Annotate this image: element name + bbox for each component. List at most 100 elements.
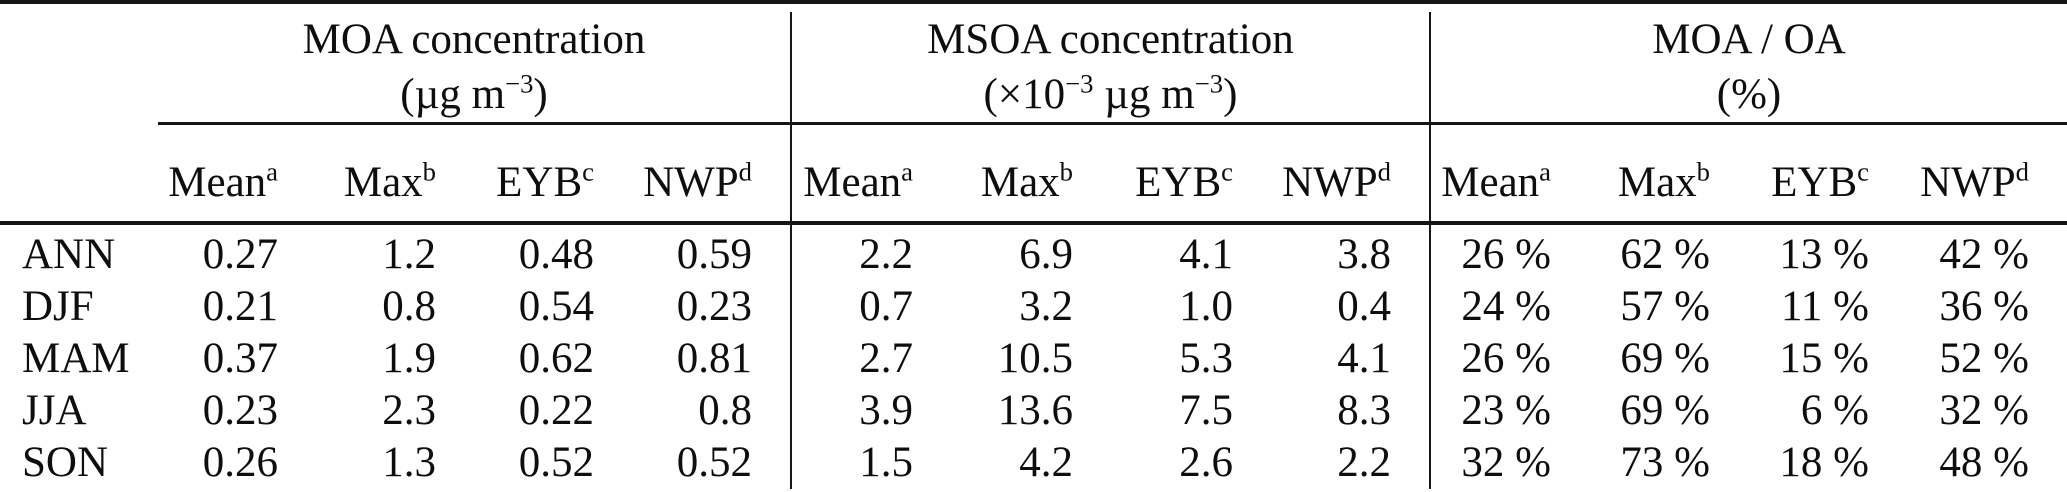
cell: 1.0 bbox=[1179, 283, 1233, 330]
footnote-marker: d bbox=[1377, 156, 1391, 187]
cell: 0.81 bbox=[676, 335, 752, 382]
cell: 4.1 bbox=[1179, 231, 1233, 278]
cell: 26 % bbox=[1429, 223, 1589, 281]
cell: 0.26 bbox=[202, 439, 278, 486]
cell: 48 % bbox=[1939, 439, 2029, 486]
footnote-marker: b bbox=[1696, 156, 1710, 187]
cell: 0.37 bbox=[202, 335, 278, 382]
cell: 0.23 bbox=[202, 387, 278, 434]
col-header-ratio-eyb: EYBc bbox=[1748, 123, 1907, 225]
cell: 0.8 bbox=[698, 387, 752, 434]
cell: 0.27 bbox=[202, 231, 278, 278]
cell: 26 % bbox=[1429, 333, 1589, 385]
footnote-marker: b bbox=[1059, 156, 1073, 187]
col-header-ratio-mean: Meana bbox=[1429, 123, 1589, 225]
cell: 4.2 bbox=[1019, 439, 1073, 486]
group-unit: (µg m−3) bbox=[400, 68, 548, 118]
footnote-marker: c bbox=[582, 156, 594, 187]
corner-cell bbox=[0, 12, 158, 124]
cell: 1.3 bbox=[382, 439, 436, 486]
cell: 57 % bbox=[1620, 283, 1710, 330]
cell: 24 % bbox=[1429, 281, 1589, 333]
column-header-row: Meana Maxb EYBc NWPd Meana Maxb EYBc NWP… bbox=[0, 123, 2067, 225]
col-header-moa-max: Maxb bbox=[316, 123, 474, 225]
group-header-moa-oa-ratio: MOA / OA (%) bbox=[1429, 12, 2067, 125]
cell: 36 % bbox=[1939, 283, 2029, 330]
footnote-marker: a bbox=[266, 156, 278, 187]
footnote-marker: d bbox=[738, 156, 752, 187]
cell: 1.9 bbox=[382, 335, 436, 382]
col-header-msoa-max: Maxb bbox=[951, 123, 1111, 225]
cell: 0.48 bbox=[518, 231, 594, 278]
cell: 0.52 bbox=[518, 439, 594, 486]
cell: 0.52 bbox=[676, 439, 752, 486]
row-label: MAM bbox=[22, 335, 130, 382]
group-header-row: MOA concentration (µg m−3) MSOA concentr… bbox=[0, 12, 2067, 125]
bottom-rule-gap bbox=[0, 489, 2067, 492]
footnote-marker: d bbox=[2015, 156, 2029, 187]
cell: 2.2 bbox=[790, 223, 951, 281]
cell: 1.2 bbox=[382, 231, 436, 278]
cell: 7.5 bbox=[1179, 387, 1233, 434]
table-row: ANN 0.27 1.2 0.48 0.59 2.2 6.9 4.1 3.8 2… bbox=[0, 223, 2067, 281]
cell: 3.9 bbox=[790, 385, 951, 437]
cell: 0.54 bbox=[518, 283, 594, 330]
cell: 6.9 bbox=[1019, 231, 1073, 278]
cell: 2.2 bbox=[1337, 439, 1391, 486]
cell: 10.5 bbox=[997, 335, 1073, 382]
cell: 13 % bbox=[1779, 231, 1869, 278]
cell: 0.22 bbox=[518, 387, 594, 434]
cell: 0.23 bbox=[676, 283, 752, 330]
footnote-marker: a bbox=[901, 156, 913, 187]
cell: 0.21 bbox=[202, 283, 278, 330]
table-row: SON 0.26 1.3 0.52 0.52 1.5 4.2 2.6 2.2 3… bbox=[0, 437, 2067, 489]
group-header-moa-concentration: MOA concentration (µg m−3) bbox=[158, 12, 791, 125]
col-header-moa-eyb: EYBc bbox=[474, 123, 632, 225]
col-header-moa-mean: Meana bbox=[158, 123, 316, 225]
cell: 0.7 bbox=[790, 281, 951, 333]
cell: 62 % bbox=[1620, 231, 1710, 278]
cell: 0.4 bbox=[1337, 283, 1391, 330]
cell: 3.8 bbox=[1337, 231, 1391, 278]
cell: 52 % bbox=[1939, 335, 2029, 382]
cell: 5.3 bbox=[1179, 335, 1233, 382]
cell: 2.7 bbox=[790, 333, 951, 385]
group-header-msoa-concentration: MSOA concentration (×10−3 µg m−3) bbox=[790, 12, 1430, 125]
table-row: MAM 0.37 1.9 0.62 0.81 2.7 10.5 5.3 4.1 … bbox=[0, 333, 2067, 385]
row-label: JJA bbox=[22, 387, 87, 434]
row-label: DJF bbox=[22, 283, 94, 330]
footnote-marker: a bbox=[1539, 156, 1551, 187]
group-title: MOA concentration bbox=[302, 16, 646, 63]
footnote-marker: c bbox=[1857, 156, 1869, 187]
cell: 23 % bbox=[1429, 385, 1589, 437]
group-title: MSOA concentration bbox=[927, 16, 1294, 63]
cell: 11 % bbox=[1781, 283, 1869, 330]
group-title: MOA / OA bbox=[1652, 16, 1846, 63]
top-rule-gap bbox=[0, 2, 2067, 12]
cell: 18 % bbox=[1779, 439, 1869, 486]
col-header-msoa-eyb: EYBc bbox=[1111, 123, 1271, 225]
footnote-marker: c bbox=[1221, 156, 1233, 187]
group-unit: (%) bbox=[1716, 71, 1782, 118]
cell: 73 % bbox=[1620, 439, 1710, 486]
cell: 69 % bbox=[1620, 387, 1710, 434]
cell: 69 % bbox=[1620, 335, 1710, 382]
cell: 3.2 bbox=[1019, 283, 1073, 330]
cell: 0.59 bbox=[676, 231, 752, 278]
row-label: ANN bbox=[22, 231, 116, 278]
table-row: DJF 0.21 0.8 0.54 0.23 0.7 3.2 1.0 0.4 2… bbox=[0, 281, 2067, 333]
col-header-msoa-mean: Meana bbox=[790, 123, 951, 225]
col-header-moa-nwp: NWPd bbox=[632, 123, 791, 225]
cell: 0.62 bbox=[518, 335, 594, 382]
cell: 4.1 bbox=[1337, 335, 1391, 382]
col-header-ratio-nwp: NWPd bbox=[1907, 123, 2067, 225]
table-row: JJA 0.23 2.3 0.22 0.8 3.9 13.6 7.5 8.3 2… bbox=[0, 385, 2067, 437]
cell: 13.6 bbox=[997, 387, 1073, 434]
cell: 1.5 bbox=[790, 437, 951, 489]
cell: 32 % bbox=[1939, 387, 2029, 434]
row-label-column-header bbox=[0, 123, 158, 225]
col-header-ratio-max: Maxb bbox=[1589, 123, 1748, 225]
group-unit: (×10−3 µg m−3) bbox=[983, 68, 1238, 118]
